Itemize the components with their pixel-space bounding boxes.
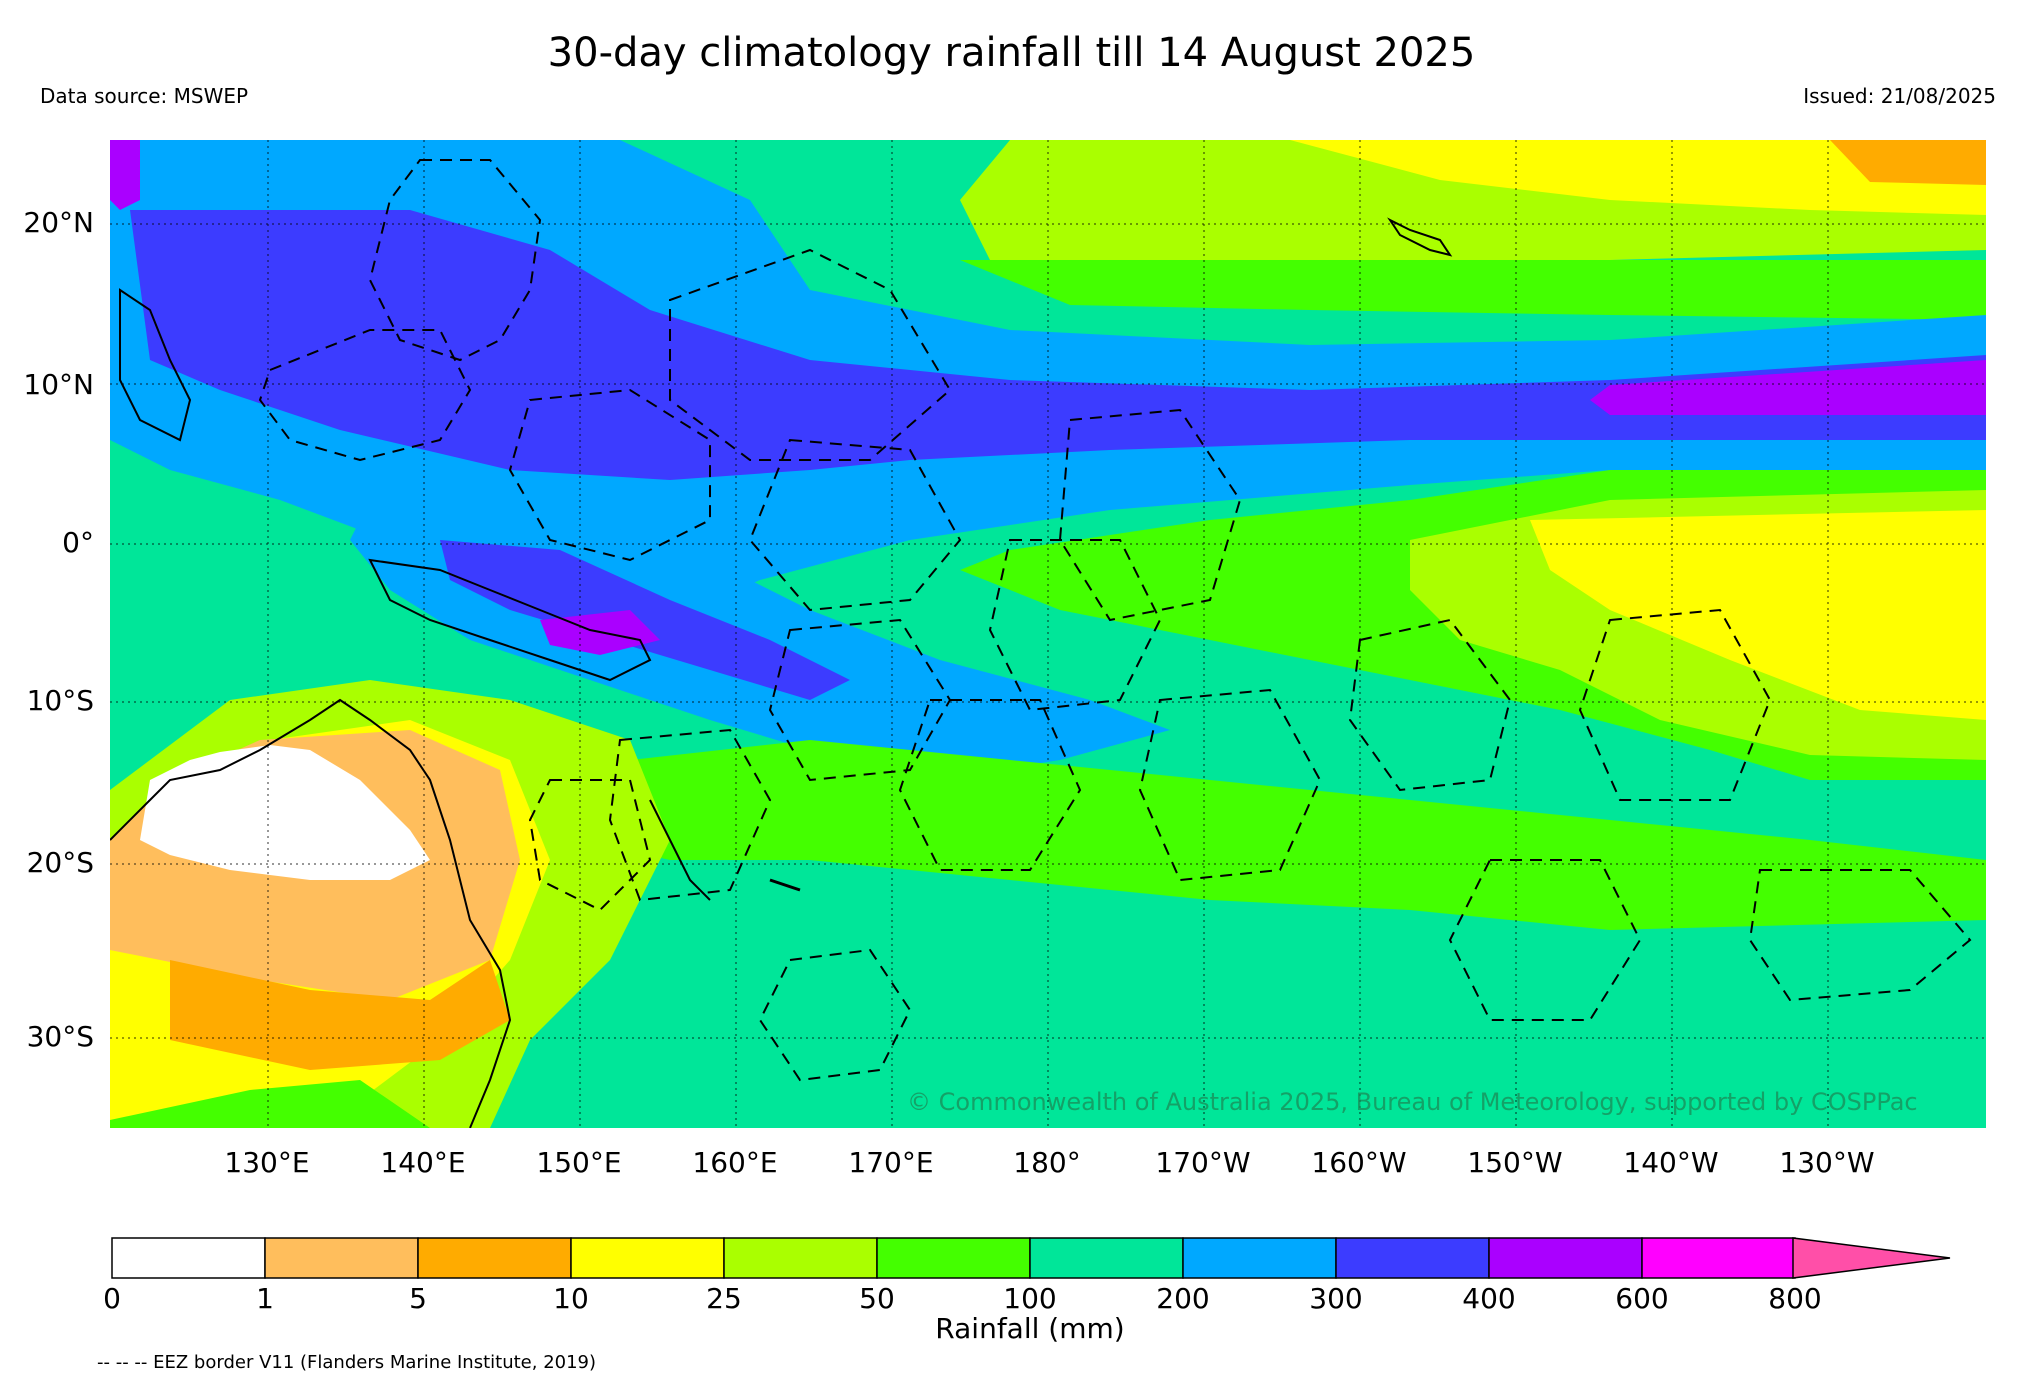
colorbar-tick-100: 100 bbox=[1003, 1282, 1057, 1315]
map-title: 30-day climatology rainfall till 14 Augu… bbox=[547, 30, 1476, 76]
data-source-label: Data source: MSWEP bbox=[40, 84, 249, 108]
lon-label-170w: 170°W bbox=[1155, 1146, 1251, 1179]
philippines-coastline bbox=[119, 288, 192, 442]
colorbar-swatch-5 bbox=[876, 1237, 1031, 1279]
rainfall-map bbox=[110, 140, 1986, 1128]
lon-label-160e: 160°E bbox=[692, 1146, 778, 1179]
colorbar-tick-25: 25 bbox=[706, 1282, 742, 1315]
rainfall-band-0-1-aus bbox=[140, 745, 430, 880]
colorbar-swatches bbox=[111, 1237, 1796, 1279]
graticule bbox=[110, 140, 1986, 1128]
fiji-coastline bbox=[769, 878, 801, 892]
lon-label-140e: 140°E bbox=[380, 1146, 466, 1179]
colorbar-swatch-2 bbox=[417, 1237, 572, 1279]
rainfall-band-300-400-itcz bbox=[130, 210, 1986, 480]
issued-date-label: Issued: 21/08/2025 bbox=[1803, 84, 1996, 108]
rainfall-band-10-25-ne bbox=[1290, 140, 1986, 215]
colorbar-title: Rainfall (mm) bbox=[935, 1312, 1125, 1345]
colorbar-tick-400: 400 bbox=[1462, 1282, 1516, 1315]
lon-label-150e: 150°E bbox=[536, 1146, 622, 1179]
australia-coastline bbox=[110, 698, 512, 1128]
colorbar-swatch-10 bbox=[1641, 1237, 1796, 1279]
colorbar-tick-0: 0 bbox=[103, 1282, 121, 1315]
colorbar-swatch-1 bbox=[264, 1237, 419, 1279]
colorbar-tick-10: 10 bbox=[553, 1282, 589, 1315]
rainfall-band-5-10-aus bbox=[170, 960, 510, 1070]
hawaii-coastline bbox=[1387, 217, 1453, 257]
rainfall-band-50-100-ne bbox=[960, 260, 1986, 320]
rainfall-band-5-10-ne bbox=[1830, 140, 1986, 185]
colorbar-tick-800: 800 bbox=[1768, 1282, 1822, 1315]
colorbar bbox=[111, 1237, 1951, 1279]
colorbar-swatch-9 bbox=[1488, 1237, 1643, 1279]
lat-label-20n: 20°N bbox=[23, 206, 94, 239]
new-guinea-coastline bbox=[368, 558, 652, 682]
colorbar-swatch-8 bbox=[1335, 1237, 1490, 1279]
eez-legend-note: -- -- -- EEZ border V11 (Flanders Marine… bbox=[97, 1352, 597, 1373]
colorbar-swatch-3 bbox=[570, 1237, 725, 1279]
colorbar-tick-300: 300 bbox=[1309, 1282, 1363, 1315]
rainfall-map-canvas bbox=[110, 140, 1986, 1128]
rainfall-band-400-600-east bbox=[1590, 360, 1986, 415]
lon-label-180: 180° bbox=[1013, 1146, 1081, 1179]
lat-label-30s: 30°S bbox=[26, 1020, 94, 1053]
colorbar-swatch-7 bbox=[1182, 1237, 1337, 1279]
colorbar-swatch-6 bbox=[1029, 1237, 1184, 1279]
rainfall-band-50-100-south bbox=[580, 740, 1986, 930]
lat-label-10s: 10°S bbox=[26, 684, 94, 717]
eez-borders bbox=[258, 159, 1972, 1082]
colorbar-tick-50: 50 bbox=[859, 1282, 895, 1315]
colorbar-tick-5: 5 bbox=[409, 1282, 427, 1315]
colorbar-tick-600: 600 bbox=[1615, 1282, 1669, 1315]
colorbar-swatch-4 bbox=[723, 1237, 878, 1279]
lon-label-150w: 150°W bbox=[1467, 1146, 1563, 1179]
colorbar-extend-arrow bbox=[1792, 1237, 1951, 1279]
lat-label-10n: 10°N bbox=[23, 368, 94, 401]
rainfall-band-400-600-west bbox=[110, 140, 140, 210]
colorbar-tick-1: 1 bbox=[256, 1282, 274, 1315]
lat-label-20s: 20°S bbox=[26, 846, 94, 879]
copyright-note: © Commonwealth of Australia 2025, Bureau… bbox=[907, 1088, 1918, 1116]
lon-label-160w: 160°W bbox=[1311, 1146, 1407, 1179]
colorbar-tick-200: 200 bbox=[1156, 1282, 1210, 1315]
rainfall-band-10-25-se bbox=[1530, 510, 1986, 720]
rainfall-band-300-400-spcz bbox=[440, 540, 850, 700]
lon-label-130w: 130°W bbox=[1779, 1146, 1875, 1179]
lon-label-170e: 170°E bbox=[848, 1146, 934, 1179]
colorbar-swatch-0 bbox=[111, 1237, 266, 1279]
lat-label-0: 0° bbox=[62, 526, 94, 559]
lon-label-140w: 140°W bbox=[1623, 1146, 1719, 1179]
vanuatu-coastline bbox=[649, 799, 711, 901]
lon-label-130e: 130°E bbox=[224, 1146, 310, 1179]
rainfall-band-50-100-sw bbox=[110, 1080, 430, 1128]
